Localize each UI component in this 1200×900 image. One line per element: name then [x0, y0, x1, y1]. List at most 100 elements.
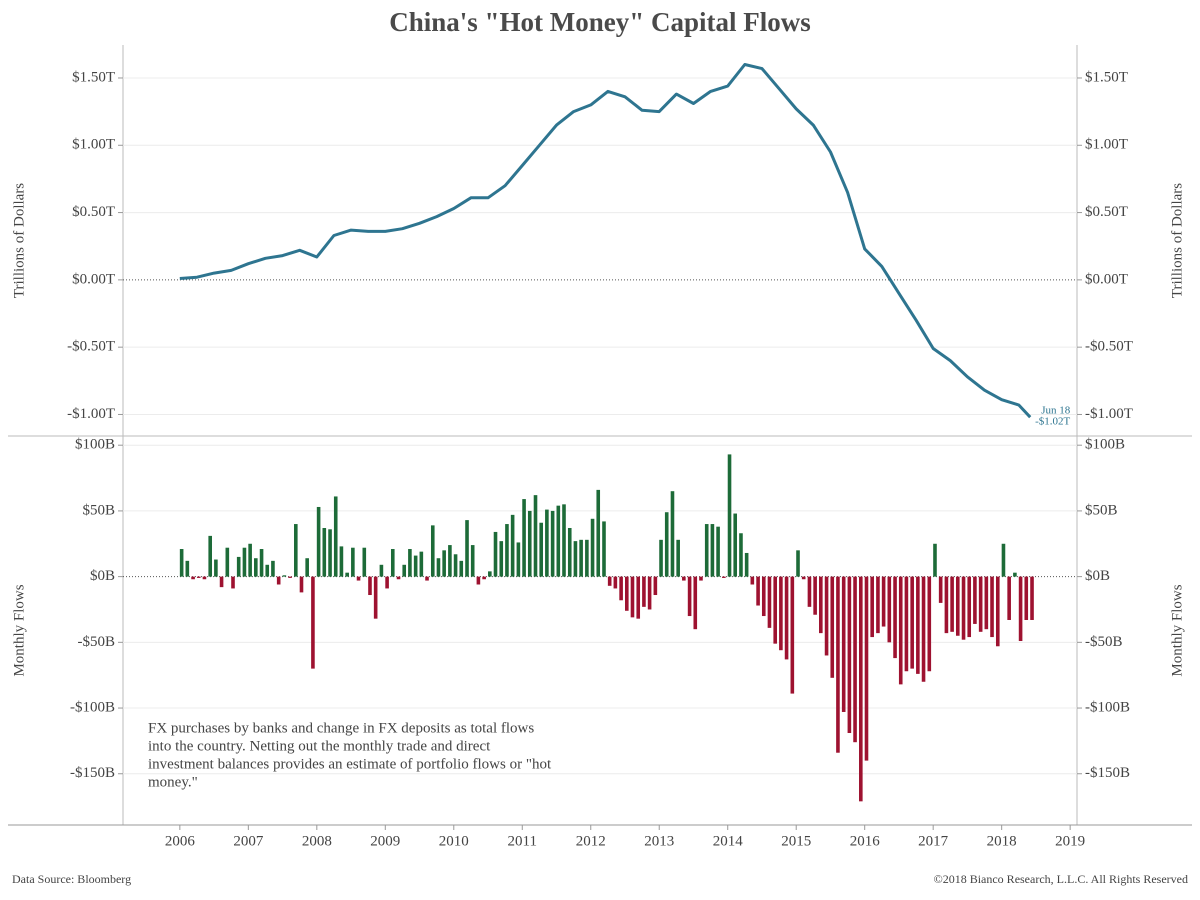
bar	[727, 454, 732, 577]
bar	[647, 576, 652, 610]
bar	[282, 575, 287, 577]
copyright: ©2018 Bianco Research, L.L.C. All Rights…	[934, 872, 1188, 886]
bar	[316, 506, 321, 577]
y-tick-label: -$1.00T	[1085, 406, 1133, 422]
bar	[893, 576, 897, 659]
y-tick-label: -$100B	[1085, 699, 1130, 715]
bar	[881, 576, 886, 627]
bar	[248, 543, 252, 577]
bar	[185, 560, 190, 577]
bar	[305, 558, 309, 577]
x-tick-label: 2007	[233, 833, 264, 849]
bar	[596, 489, 601, 577]
x-tick-label: 2014	[713, 833, 744, 849]
bar	[602, 521, 606, 577]
bar	[921, 576, 926, 682]
bar	[933, 543, 937, 577]
annotation: FX purchases by banks and change in FX d…	[148, 720, 534, 736]
bar	[585, 539, 589, 577]
y-axis-label: Trillions of Dollars	[11, 183, 27, 298]
bar	[533, 495, 538, 577]
y-tick-label: -$0.50T	[1085, 339, 1133, 355]
bar	[276, 576, 281, 585]
bar	[807, 576, 812, 607]
y-tick-label: $1.00T	[72, 137, 115, 153]
bar	[790, 576, 795, 694]
bar	[836, 576, 840, 753]
bar	[613, 576, 618, 589]
bar	[413, 555, 418, 577]
bar	[408, 549, 412, 577]
bar	[242, 547, 247, 577]
bar	[579, 539, 583, 577]
bar	[448, 545, 452, 577]
bar	[299, 576, 304, 593]
bar	[385, 576, 389, 589]
bar	[499, 541, 504, 577]
bar	[345, 572, 349, 577]
bar	[288, 576, 292, 578]
bar	[670, 491, 675, 577]
bar	[813, 576, 817, 615]
bar	[294, 524, 298, 577]
bar	[767, 576, 772, 628]
bar	[944, 576, 949, 634]
y-axis-label: Monthly Flows	[1169, 584, 1185, 676]
bar	[773, 576, 778, 644]
bar	[510, 514, 515, 577]
x-tick-label: 2006	[165, 833, 196, 849]
bar	[356, 576, 361, 581]
bar	[619, 576, 623, 601]
y-tick-label: $100B	[1085, 437, 1125, 453]
bar	[208, 535, 213, 577]
bar	[887, 576, 892, 643]
x-tick-label: 2013	[644, 833, 674, 849]
bar	[704, 524, 709, 577]
bar	[436, 558, 441, 577]
y-tick-label: -$0.50T	[67, 339, 115, 355]
y-tick-label: -$100B	[70, 699, 115, 715]
bar	[607, 576, 612, 586]
bar	[219, 576, 224, 588]
bar	[847, 576, 852, 734]
bar	[1001, 543, 1006, 577]
bar	[470, 545, 475, 577]
bar	[664, 512, 669, 577]
y-tick-label: $0.50T	[1085, 204, 1128, 220]
bar	[225, 547, 230, 577]
bar	[859, 576, 863, 802]
bar	[1007, 576, 1011, 620]
bar	[265, 564, 270, 577]
bar	[910, 576, 914, 669]
bar	[390, 549, 395, 577]
bar	[693, 576, 698, 630]
bar	[522, 499, 526, 577]
bar	[351, 547, 355, 577]
bar	[590, 518, 595, 577]
bar	[402, 564, 407, 577]
bar	[716, 526, 720, 577]
bar	[573, 541, 578, 577]
x-tick-label: 2018	[987, 833, 1017, 849]
bar	[545, 509, 549, 577]
chart-title: China's "Hot Money" Capital Flows	[389, 7, 811, 37]
bar	[733, 513, 738, 577]
bar	[425, 576, 429, 581]
bar	[539, 522, 543, 577]
bar	[864, 576, 869, 761]
y-tick-label: $0B	[90, 568, 115, 584]
bar	[1018, 576, 1023, 642]
y-tick-label: -$50B	[78, 634, 116, 650]
bar	[744, 552, 749, 577]
bar	[214, 559, 218, 577]
x-tick-label: 2016	[850, 833, 881, 849]
bar	[682, 576, 686, 581]
bar	[556, 505, 561, 577]
bar	[967, 576, 972, 638]
y-tick-label: -$1.00T	[67, 406, 115, 422]
bar	[202, 576, 207, 580]
bar	[459, 560, 464, 577]
bar	[653, 576, 658, 596]
